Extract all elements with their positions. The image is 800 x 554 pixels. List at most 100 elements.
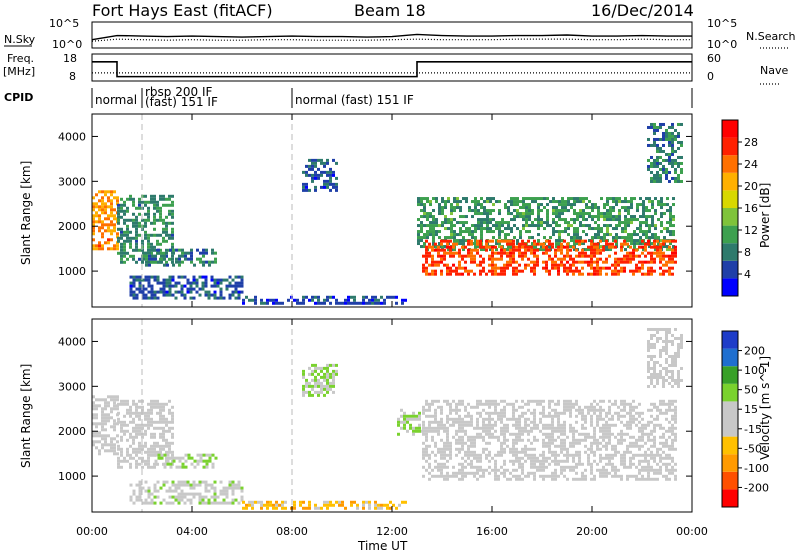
heatmap-cell [467,411,470,415]
heatmap-cell [237,486,241,490]
heatmap-cell [444,236,447,240]
heatmap-cell [614,465,617,469]
heatmap-cell [608,423,611,427]
heatmap-cell [645,218,648,222]
heatmap-cell [165,450,168,454]
heatmap-cell [423,212,426,216]
heatmap-cell [132,257,135,261]
heatmap-cell [311,384,314,388]
heatmap-cell [525,206,528,210]
heatmap-cell [503,263,506,267]
heatmap-cell [426,218,429,222]
heatmap-cell [180,489,184,493]
heatmap-cell [171,254,174,258]
heatmap-cell [671,164,674,168]
heatmap-cell [138,275,142,279]
heatmap-cell [587,447,590,451]
heatmap-cell [251,506,254,510]
heatmap-cell [671,146,674,150]
heatmap-cell [482,468,485,472]
heatmap-cell [263,301,266,305]
heatmap-cell [533,411,536,415]
heatmap-cell [647,420,650,424]
heatmap-cell [659,363,662,367]
heatmap-cell [138,281,142,285]
heatmap-cell [177,486,181,490]
heatmap-cell [452,408,455,412]
heatmap-cell [488,429,491,433]
heatmap-cell [515,456,518,460]
heatmap-cell [458,477,461,481]
heatmap-cell [150,498,154,502]
heatmap-cell [434,414,437,418]
heatmap-cell [459,206,462,210]
heatmap-cell [482,408,485,412]
heatmap-cell [192,492,196,496]
heatmap-cell [474,206,477,210]
heatmap-cell [485,402,488,406]
heatmap-cell [101,244,104,248]
power-ylabel: Slant Range [km] [19,161,33,265]
heatmap-cell [659,408,662,412]
heatmap-cell [473,474,476,478]
heatmap-cell [674,137,677,141]
heatmap-cell [178,248,181,252]
heatmap-cell [228,483,232,487]
heatmap-cell [587,245,590,249]
heatmap-cell [521,414,524,418]
heatmap-cell [284,500,287,504]
heatmap-cell [662,272,665,276]
heatmap-cell [107,395,110,399]
heatmap-cell [163,257,166,261]
heatmap-cell [141,248,144,252]
heatmap-cell [488,269,491,273]
heatmap-cell [614,474,617,478]
heatmap-cell [653,441,656,445]
heatmap-cell [461,423,464,427]
heatmap-cell [653,342,656,346]
heatmap-cell [525,230,528,234]
heatmap-cell [530,426,533,430]
heatmap-cell [150,417,153,421]
heatmap-cell [570,197,573,201]
colorbar-swatch [722,137,738,156]
heatmap-cell [476,411,479,415]
heatmap-cell [449,239,452,243]
heatmap-cell [488,399,491,403]
heatmap-cell [159,251,162,255]
heatmap-cell [620,245,623,249]
heatmap-cell [644,272,647,276]
heatmap-cell [471,233,474,237]
heatmap-cell [110,247,113,251]
heatmap-cell [432,209,435,213]
heatmap-cell [192,278,196,282]
heatmap-cell [623,257,626,261]
heatmap-cell [581,239,584,243]
heatmap-cell [566,266,569,270]
heatmap-cell [207,498,211,502]
heatmap-cell [222,489,226,493]
heatmap-cell [459,227,462,231]
heatmap-cell [150,420,153,424]
heatmap-cell [129,405,132,409]
heatmap-cell [575,429,578,433]
heatmap-cell [552,221,555,225]
heatmap-cell [438,236,441,240]
heatmap-cell [507,200,510,204]
heatmap-cell [500,399,503,403]
heatmap-cell [183,293,187,297]
heatmap-cell [515,266,518,270]
heatmap-cell [647,471,650,475]
heatmap-cell [650,170,653,174]
heatmap-cell [491,239,494,243]
heatmap-cell [590,251,593,255]
heatmap-cell [326,372,329,376]
heatmap-cell [659,354,662,358]
heatmap-cell [660,200,663,204]
heatmap-cell [156,450,159,454]
heatmap-cell [98,244,101,248]
heatmap-cell [605,420,608,424]
heatmap-cell [335,369,338,373]
heatmap-cell [548,402,551,406]
heatmap-cell [168,441,171,445]
